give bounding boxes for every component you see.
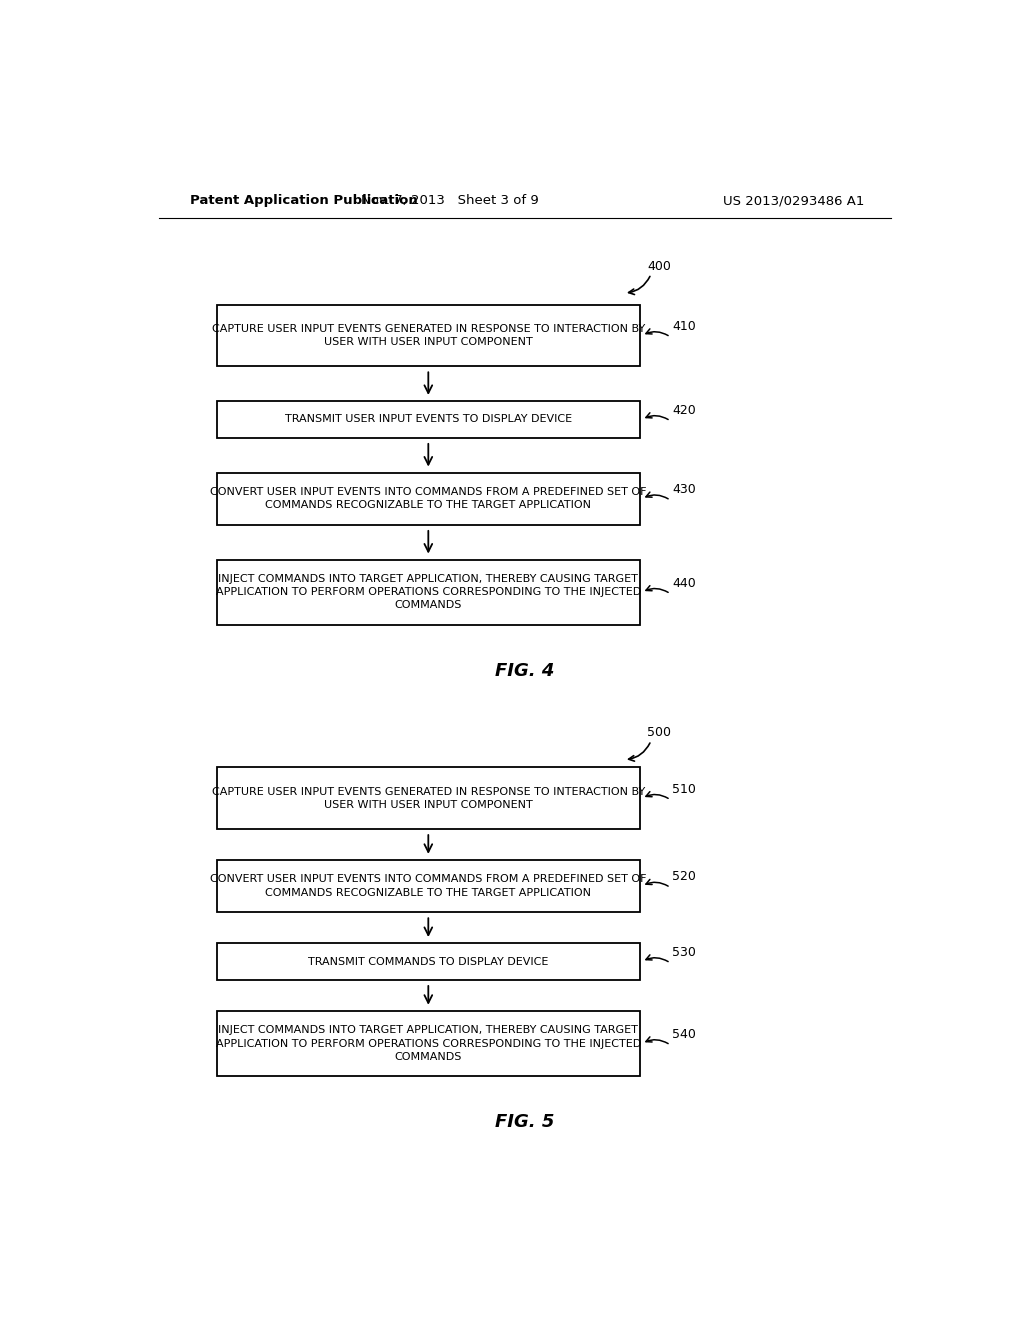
- Text: FIG. 4: FIG. 4: [496, 663, 554, 680]
- FancyBboxPatch shape: [217, 473, 640, 525]
- FancyBboxPatch shape: [217, 401, 640, 438]
- Text: 540: 540: [672, 1028, 696, 1040]
- FancyBboxPatch shape: [217, 942, 640, 979]
- Text: TRANSMIT COMMANDS TO DISPLAY DEVICE: TRANSMIT COMMANDS TO DISPLAY DEVICE: [308, 957, 549, 966]
- FancyBboxPatch shape: [217, 305, 640, 367]
- Text: Patent Application Publication: Patent Application Publication: [190, 194, 418, 207]
- Text: CONVERT USER INPUT EVENTS INTO COMMANDS FROM A PREDEFINED SET OF
COMMANDS RECOGN: CONVERT USER INPUT EVENTS INTO COMMANDS …: [210, 487, 646, 511]
- FancyBboxPatch shape: [217, 560, 640, 626]
- Text: 530: 530: [672, 945, 696, 958]
- Text: 430: 430: [672, 483, 695, 496]
- Text: US 2013/0293486 A1: US 2013/0293486 A1: [723, 194, 864, 207]
- Text: CAPTURE USER INPUT EVENTS GENERATED IN RESPONSE TO INTERACTION BY
USER WITH USER: CAPTURE USER INPUT EVENTS GENERATED IN R…: [212, 787, 645, 810]
- Text: 400: 400: [647, 260, 671, 273]
- Text: 520: 520: [672, 870, 696, 883]
- FancyBboxPatch shape: [217, 1011, 640, 1076]
- FancyBboxPatch shape: [217, 859, 640, 912]
- Text: 420: 420: [672, 404, 695, 417]
- Text: CONVERT USER INPUT EVENTS INTO COMMANDS FROM A PREDEFINED SET OF
COMMANDS RECOGN: CONVERT USER INPUT EVENTS INTO COMMANDS …: [210, 874, 646, 898]
- Text: 440: 440: [672, 577, 695, 590]
- Text: TRANSMIT USER INPUT EVENTS TO DISPLAY DEVICE: TRANSMIT USER INPUT EVENTS TO DISPLAY DE…: [285, 414, 571, 425]
- Text: 510: 510: [672, 783, 696, 796]
- Text: 410: 410: [672, 319, 695, 333]
- Text: CAPTURE USER INPUT EVENTS GENERATED IN RESPONSE TO INTERACTION BY
USER WITH USER: CAPTURE USER INPUT EVENTS GENERATED IN R…: [212, 323, 645, 347]
- Text: INJECT COMMANDS INTO TARGET APPLICATION, THEREBY CAUSING TARGET
APPLICATION TO P: INJECT COMMANDS INTO TARGET APPLICATION,…: [216, 1026, 641, 1061]
- Text: FIG. 5: FIG. 5: [496, 1114, 554, 1131]
- Text: 500: 500: [647, 726, 672, 739]
- Text: Nov. 7, 2013   Sheet 3 of 9: Nov. 7, 2013 Sheet 3 of 9: [360, 194, 539, 207]
- FancyBboxPatch shape: [217, 767, 640, 829]
- Text: INJECT COMMANDS INTO TARGET APPLICATION, THEREBY CAUSING TARGET
APPLICATION TO P: INJECT COMMANDS INTO TARGET APPLICATION,…: [216, 574, 641, 610]
